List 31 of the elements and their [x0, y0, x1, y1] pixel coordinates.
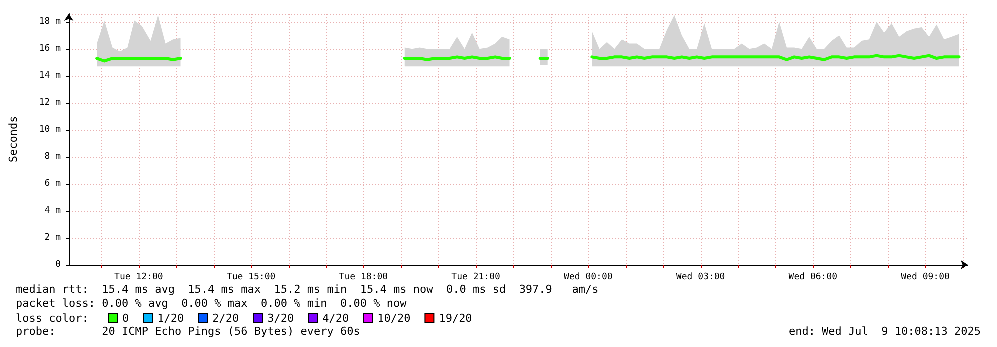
y-tick-label: 14 m: [39, 71, 61, 82]
y-tick-label: 12 m: [39, 98, 61, 108]
y-tick-label: 8 m: [44, 152, 61, 162]
x-tick-label: Tue 15:00: [226, 272, 276, 282]
legend-label: 2/20: [212, 312, 240, 325]
y-tick-label: 18 m: [39, 17, 61, 28]
legend-label: 1/20: [158, 312, 184, 325]
y-tick-label: 16 m: [39, 44, 61, 54]
text: median rtt: 15.4 ms avg 15.4 ms max 15.2 ms min 15.4 ms now 0.0 ms sd 397.9 am/s: [16, 283, 599, 296]
text: probe: 20 ICMP Echo Pings (56 Bytes) every 60s: [16, 325, 360, 338]
x-tick-label: Wed 00:00: [564, 272, 613, 282]
y-axis-title: Seconds: [7, 116, 20, 163]
legend-label: 19/20: [439, 312, 472, 325]
legend-label: 3/20: [268, 312, 294, 325]
x-tick-label: Wed 06:00: [788, 272, 838, 282]
x-tick-label: Wed 03:00: [676, 272, 726, 282]
y-tick-label: 4 m: [44, 206, 61, 216]
x-tick-label: Tue 21:00: [452, 272, 500, 282]
x-tick-label: Tue 18:00: [339, 272, 388, 282]
text: packet loss: 0.00 % avg 0.00 % max 0.00 % min 0.00 % now: [16, 297, 408, 310]
legend-label: 4/20: [322, 312, 350, 325]
y-tick-label: 10 m: [39, 125, 61, 136]
y-tick-label: 6 m: [44, 179, 61, 190]
x-tick-label: Wed 09:00: [901, 272, 950, 282]
y-tick-label: 2 m: [44, 233, 61, 244]
x-tick-label: Tue 12:00: [114, 272, 164, 282]
legend-title: loss color:: [16, 312, 89, 325]
legend-label: 0: [122, 312, 130, 325]
y-tick-label: 0: [56, 260, 61, 270]
legend-label: 10/20: [378, 312, 411, 325]
text: end: Wed Jul 9 10:08:13 2025: [788, 325, 982, 338]
